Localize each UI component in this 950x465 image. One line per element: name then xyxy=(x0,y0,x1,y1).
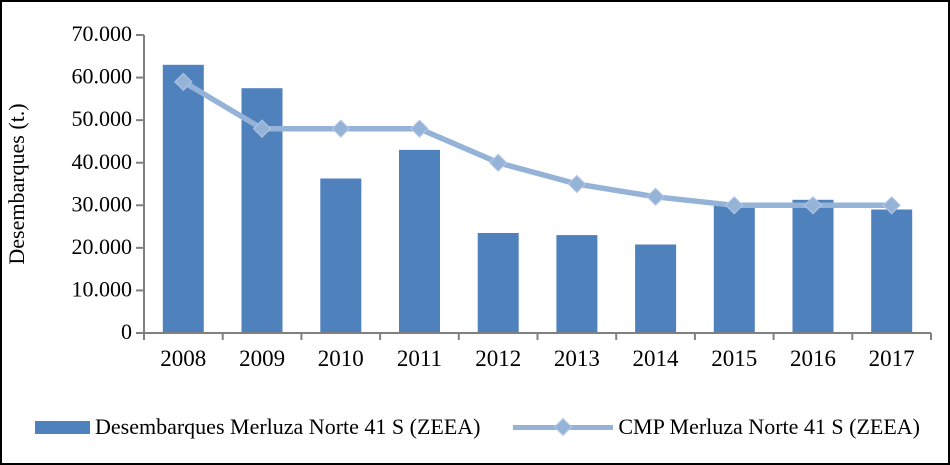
y-tick-label: 20.000 xyxy=(72,234,133,259)
bar-2017 xyxy=(871,209,913,333)
cmp-marker-2017 xyxy=(882,196,901,215)
cmp-marker-2016 xyxy=(803,196,823,215)
chart-plot: Desembarques (t.) 0 10.000 20.000 30.000 40.… xyxy=(4,21,932,371)
bar-2012 xyxy=(477,233,519,333)
x-tick-label: 2013 xyxy=(554,346,600,371)
y-tick-label: 0 xyxy=(121,319,132,344)
legend-item-desembarques: Desembarques Merluza Norte 41 S (ZEEA) xyxy=(35,414,480,440)
x-tick-label: 2015 xyxy=(711,346,757,371)
bar-2014 xyxy=(635,244,677,333)
legend-item-cmp: CMP Merluza Norte 41 S (ZEEA) xyxy=(513,414,920,440)
x-tick-label: 2008 xyxy=(160,346,206,371)
x-tick-label: 2014 xyxy=(633,346,680,371)
y-tick-label: 50.000 xyxy=(72,106,133,131)
cmp-marker-2008 xyxy=(174,72,193,92)
cmp-marker-2011 xyxy=(410,119,429,138)
y-tick-label: 70.000 xyxy=(72,21,133,46)
bar-2015 xyxy=(713,205,755,333)
x-tick-label: 2011 xyxy=(397,346,442,371)
bar-2016 xyxy=(792,199,834,333)
y-tick-label: 10.000 xyxy=(72,276,133,301)
y-tick-label: 60.000 xyxy=(72,64,133,89)
cmp-line xyxy=(180,79,895,209)
x-tick-label: 2012 xyxy=(475,346,521,371)
y-tick-label: 30.000 xyxy=(72,191,133,216)
bar-2011 xyxy=(399,149,440,333)
cmp-marker-2009 xyxy=(252,119,272,138)
cmp-marker-2012 xyxy=(488,153,508,172)
diamond-marker-icon xyxy=(554,417,573,437)
bar-2008 xyxy=(162,64,204,334)
x-tick-label: 2009 xyxy=(239,346,285,371)
bar-2013 xyxy=(556,235,598,333)
cmp-marker-2014 xyxy=(646,187,665,206)
legend-label-desembarques: Desembarques Merluza Norte 41 S (ZEEA) xyxy=(95,414,481,439)
y-tick-label: 40.000 xyxy=(72,149,133,174)
bar-2010 xyxy=(320,178,362,333)
cmp-marker-2015 xyxy=(725,196,744,215)
cmp-marker-2013 xyxy=(567,174,587,194)
x-tick-label: 2010 xyxy=(318,346,364,371)
line-series-swatch xyxy=(513,417,614,437)
legend-label-cmp: CMP Merluza Norte 41 S (ZEEA) xyxy=(618,414,920,439)
legend: Desembarques Merluza Norte 41 S (ZEEA) C… xyxy=(2,403,948,451)
x-tick-label: 2016 xyxy=(790,346,836,371)
cmp-marker-2010 xyxy=(331,119,350,138)
y-axis-title: Desembarques (t.) xyxy=(4,103,29,264)
bar-series-swatch xyxy=(35,420,90,434)
x-tick-label: 2017 xyxy=(869,346,915,371)
